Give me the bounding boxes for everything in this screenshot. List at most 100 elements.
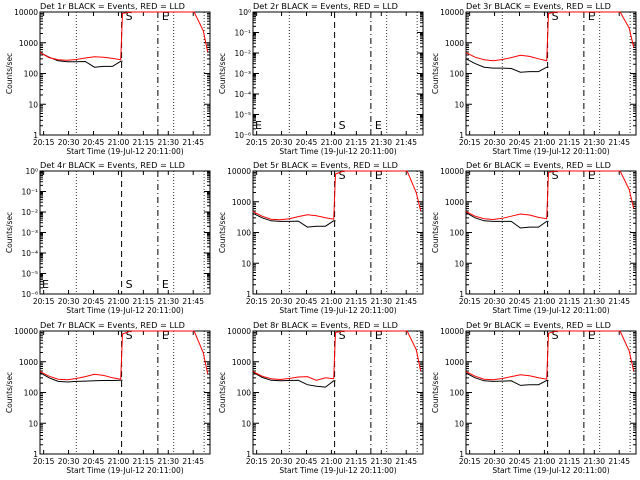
y-tick-label: 10000	[14, 327, 38, 336]
x-axis-label: Start Time (19-Jul-12 20:11:00)	[66, 306, 183, 315]
plot-frame	[252, 11, 424, 136]
end-marker-label-left: E	[42, 278, 49, 291]
x-tick-label: 20:15	[33, 457, 55, 466]
x-tick-label: 21:15	[133, 457, 155, 466]
panel-title: Det 8r BLACK = Events, RED = LLD	[253, 320, 398, 330]
plot-frame	[465, 170, 637, 295]
y-tick-label: 10	[241, 259, 251, 268]
end-marker-label: E	[588, 169, 595, 182]
y-tick-label: 1000	[232, 198, 251, 207]
plot-frame	[39, 11, 211, 136]
events-series-line	[465, 372, 549, 386]
y-tick-label: 10⁻⁵	[234, 111, 251, 120]
end-marker-label: E	[588, 10, 595, 23]
y-tick-label: 10000	[14, 8, 38, 17]
end-marker-label: E	[162, 10, 169, 23]
x-tick-label: 21:15	[133, 138, 155, 147]
start-marker-label: S	[126, 329, 133, 342]
y-tick-label: 1	[459, 131, 464, 140]
panel-title: Det 4r BLACK = Events, RED = LLD	[40, 160, 185, 170]
y-axis-label: Counts/sec	[5, 53, 14, 94]
x-tick-label: 21:45	[395, 457, 417, 466]
x-tick-label: 21:45	[182, 457, 204, 466]
x-tick-label: 21:30	[157, 457, 179, 466]
x-tick-label: 21:30	[370, 297, 392, 306]
y-axis-label: Counts/sec	[431, 53, 440, 94]
x-tick-label: 21:45	[608, 138, 630, 147]
y-tick-label: 1	[33, 131, 38, 140]
y-tick-label: 10	[454, 259, 464, 268]
y-tick-label: 10000	[227, 327, 251, 336]
x-tick-label: 21:15	[559, 457, 581, 466]
x-tick-label: 21:15	[559, 138, 581, 147]
x-tick-label: 20:45	[296, 138, 318, 147]
y-axis-label: Counts/sec	[431, 212, 440, 253]
plot-frame	[252, 170, 424, 295]
x-tick-label: 20:30	[484, 138, 506, 147]
x-tick-label: 21:30	[157, 297, 179, 306]
y-tick-label: 10⁻¹	[234, 29, 251, 38]
x-tick-label: 21:30	[370, 138, 392, 147]
y-tick-label: 1000	[445, 198, 464, 207]
x-tick-label: 20:30	[484, 297, 506, 306]
panel-title: Det 5r BLACK = Events, RED = LLD	[253, 160, 398, 170]
x-axis-label: Start Time (19-Jul-12 20:11:00)	[279, 147, 396, 156]
end-marker-label: E	[375, 119, 382, 132]
y-tick-label: 1000	[232, 358, 251, 367]
y-tick-label: 10	[28, 100, 38, 109]
y-tick-label: 10000	[440, 327, 464, 336]
x-tick-label: 20:45	[296, 297, 318, 306]
events-series-line	[39, 52, 123, 68]
x-tick-label: 20:45	[83, 297, 105, 306]
x-tick-label: 21:30	[583, 457, 605, 466]
y-tick-label: 10	[454, 419, 464, 428]
y-axis-label: Counts/sec	[218, 212, 227, 253]
x-axis-label: Start Time (19-Jul-12 20:11:00)	[492, 147, 609, 156]
end-marker-label: E	[162, 329, 169, 342]
x-tick-label: 21:45	[395, 297, 417, 306]
lld-series-line	[465, 11, 635, 62]
x-tick-label: 20:15	[33, 297, 55, 306]
x-tick-label: 20:15	[246, 297, 268, 306]
y-tick-label: 1000	[445, 39, 464, 48]
y-tick-label: 100	[24, 70, 39, 79]
y-tick-label: 10⁻⁶	[234, 131, 251, 140]
x-tick-label: 21:15	[346, 138, 368, 147]
start-marker-label: S	[126, 10, 133, 23]
x-axis-label: Start Time (19-Jul-12 20:11:00)	[279, 306, 396, 315]
lld-series-line	[465, 170, 635, 221]
x-tick-label: 21:30	[370, 457, 392, 466]
x-tick-label: 20:15	[246, 138, 268, 147]
lld-series-line	[39, 11, 209, 61]
x-tick-label: 21:15	[346, 297, 368, 306]
plot-frame	[252, 330, 424, 455]
events-series-line	[465, 58, 549, 73]
x-tick-label: 21:00	[108, 457, 130, 466]
x-tick-label: 20:15	[246, 457, 268, 466]
x-tick-label: 21:15	[559, 297, 581, 306]
plot-frame	[39, 170, 211, 295]
end-marker-label: E	[588, 329, 595, 342]
y-axis-label: Counts/sec	[5, 212, 14, 253]
end-marker-label: E	[375, 169, 382, 182]
start-marker-label: S	[126, 278, 133, 291]
y-tick-label: 10⁻³	[21, 229, 38, 238]
y-tick-label: 10⁻²	[234, 49, 251, 58]
lld-series-line	[252, 170, 422, 221]
x-axis-label: Start Time (19-Jul-12 20:11:00)	[279, 466, 396, 475]
panel-title: Det 9r BLACK = Events, RED = LLD	[466, 320, 611, 330]
y-tick-label: 1	[33, 450, 38, 459]
x-tick-label: 20:15	[459, 457, 481, 466]
x-tick-label: 20:45	[509, 138, 531, 147]
x-tick-label: 21:00	[108, 297, 130, 306]
x-tick-label: 20:15	[459, 297, 481, 306]
y-axis-label: Counts/sec	[218, 372, 227, 413]
y-tick-label: 100	[237, 389, 252, 398]
x-tick-label: 20:30	[271, 297, 293, 306]
